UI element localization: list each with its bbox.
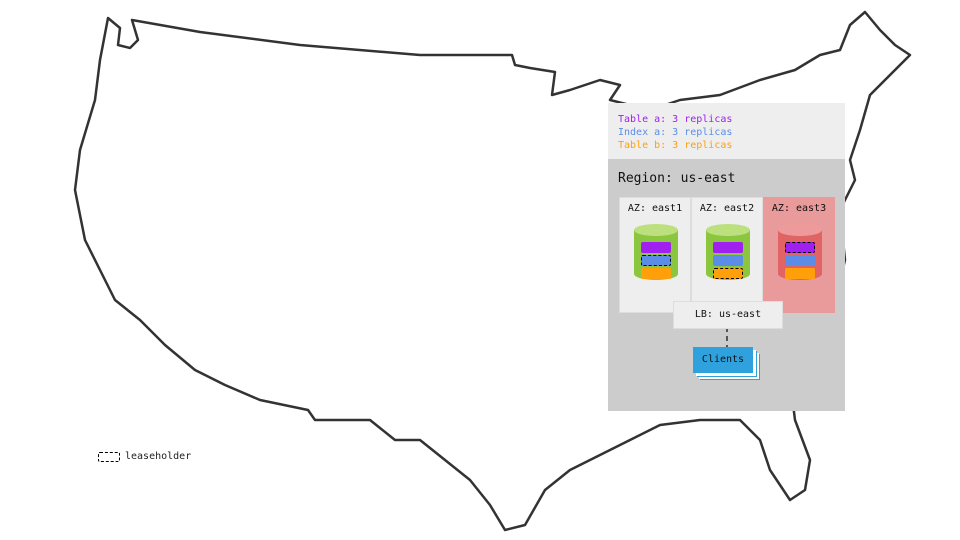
database-node-icon <box>778 224 822 286</box>
database-node-icon <box>634 224 678 286</box>
index-a-replica <box>713 255 743 266</box>
table-a-leaseholder <box>785 242 815 253</box>
az-label: AZ: east1 <box>627 203 683 214</box>
summary-index-a: Index a: 3 replicas <box>618 127 733 138</box>
legend: leaseholder <box>98 451 191 462</box>
summary-table-a: Table a: 3 replicas <box>618 114 733 125</box>
clients-box: Clients <box>693 347 753 373</box>
table-a-replica <box>641 242 671 253</box>
az-east2: AZ: east2 <box>691 197 763 313</box>
table-a-replica <box>713 242 743 253</box>
summary-table-b: Table b: 3 replicas <box>618 140 733 151</box>
replica-summary: Table a: 3 replicas Index a: 3 replicas … <box>608 103 845 159</box>
legend-label: leaseholder <box>125 451 192 462</box>
load-balancer: LB: us-east <box>673 301 783 329</box>
database-node-icon <box>706 224 750 286</box>
region-panel: Table a: 3 replicas Index a: 3 replicas … <box>608 103 845 411</box>
leaseholder-swatch <box>98 451 120 462</box>
index-a-replica <box>785 255 815 266</box>
az-label: AZ: east2 <box>699 203 755 214</box>
index-a-leaseholder <box>641 255 671 266</box>
az-label: AZ: east3 <box>771 203 827 214</box>
table-b-replica <box>785 268 815 279</box>
table-b-replica <box>641 268 671 279</box>
table-b-leaseholder <box>713 268 743 279</box>
az-east3: AZ: east3 <box>763 197 835 313</box>
region-label: Region: us-east <box>618 171 736 186</box>
az-east1: AZ: east1 <box>619 197 691 313</box>
